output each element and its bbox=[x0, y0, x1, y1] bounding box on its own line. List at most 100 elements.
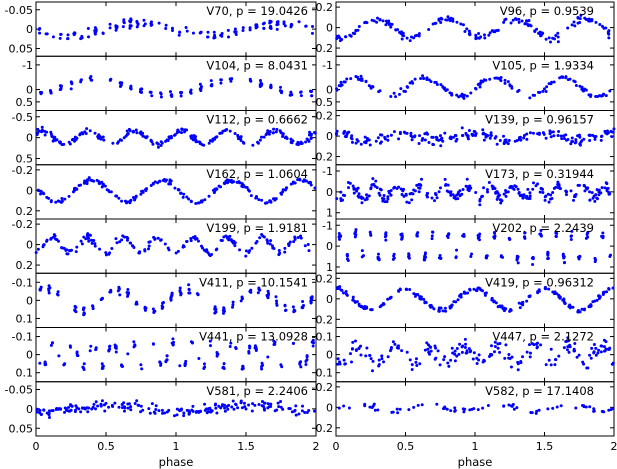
data-point bbox=[566, 137, 570, 141]
data-point bbox=[292, 240, 296, 244]
data-point bbox=[280, 365, 284, 369]
data-point bbox=[590, 191, 594, 195]
data-point bbox=[170, 28, 174, 32]
data-point bbox=[498, 342, 502, 346]
data-point bbox=[512, 407, 516, 411]
data-point bbox=[122, 20, 126, 24]
data-point bbox=[156, 145, 160, 149]
data-point bbox=[196, 410, 200, 414]
data-point bbox=[511, 18, 515, 22]
data-point bbox=[344, 289, 348, 293]
data-point bbox=[384, 23, 388, 27]
data-point bbox=[251, 402, 255, 406]
data-point bbox=[453, 349, 457, 353]
data-point bbox=[210, 84, 214, 88]
x-tick-label: 2 bbox=[313, 440, 320, 453]
data-point bbox=[344, 35, 348, 39]
data-point bbox=[128, 26, 132, 30]
data-point bbox=[516, 368, 520, 372]
data-point bbox=[508, 83, 512, 87]
x-tick-label: 1 bbox=[472, 440, 479, 453]
data-point bbox=[225, 405, 229, 408]
data-point bbox=[120, 199, 124, 203]
data-point bbox=[296, 178, 300, 182]
data-point bbox=[400, 236, 404, 240]
data-point bbox=[139, 410, 143, 414]
data-point bbox=[126, 236, 130, 240]
data-point bbox=[542, 132, 546, 136]
data-point bbox=[117, 286, 121, 290]
data-point bbox=[203, 198, 207, 202]
panel-label: V112, p = 0.6662 bbox=[206, 113, 308, 127]
data-point bbox=[339, 288, 343, 292]
data-point bbox=[601, 234, 605, 238]
data-point bbox=[347, 130, 351, 134]
data-point bbox=[594, 193, 598, 197]
data-point bbox=[455, 354, 459, 358]
data-point bbox=[172, 340, 176, 344]
data-point bbox=[499, 255, 503, 259]
data-point bbox=[549, 193, 553, 197]
data-point bbox=[170, 94, 174, 98]
y-tick-label: 1 bbox=[326, 261, 333, 274]
data-point bbox=[247, 189, 251, 193]
data-point bbox=[570, 23, 574, 27]
data-point bbox=[515, 256, 519, 260]
data-point bbox=[248, 289, 252, 293]
data-point bbox=[249, 194, 253, 198]
data-point bbox=[141, 408, 145, 412]
data-point bbox=[223, 409, 227, 413]
data-point bbox=[386, 297, 390, 301]
y-tick-label: -0.1 bbox=[312, 331, 333, 344]
data-point bbox=[461, 344, 465, 348]
data-point bbox=[477, 31, 481, 35]
data-point bbox=[258, 236, 262, 240]
data-point bbox=[279, 405, 283, 409]
data-point bbox=[369, 232, 373, 236]
data-point bbox=[152, 410, 156, 414]
data-point bbox=[150, 402, 154, 406]
data-point bbox=[213, 305, 217, 309]
x-axis-label-right: phase bbox=[458, 455, 493, 469]
panel-v173: -1 0 1 V173, p = 0.31944 bbox=[322, 164, 615, 220]
data-point bbox=[461, 23, 465, 27]
data-point bbox=[564, 133, 568, 137]
data-point bbox=[339, 197, 343, 201]
panel-label: V419, p = 0.96312 bbox=[485, 275, 594, 289]
data-point bbox=[508, 186, 512, 190]
data-point bbox=[442, 358, 446, 362]
data-point bbox=[455, 93, 459, 97]
data-point bbox=[200, 246, 204, 250]
data-point bbox=[250, 409, 254, 413]
data-point bbox=[389, 345, 393, 349]
data-point bbox=[498, 350, 502, 354]
data-point bbox=[345, 257, 349, 261]
data-point bbox=[425, 76, 429, 80]
data-point bbox=[38, 411, 42, 415]
data-point bbox=[427, 28, 431, 31]
data-point bbox=[271, 246, 275, 250]
data-point bbox=[153, 180, 157, 184]
data-point bbox=[90, 407, 94, 411]
data-point bbox=[227, 35, 231, 39]
data-point bbox=[125, 129, 129, 133]
data-point bbox=[260, 233, 264, 237]
data-point bbox=[230, 180, 234, 184]
data-point bbox=[338, 36, 342, 40]
data-point bbox=[535, 346, 539, 350]
data-point bbox=[536, 341, 540, 345]
data-point bbox=[556, 180, 560, 184]
data-point bbox=[82, 235, 86, 239]
y-tick-label: 0 bbox=[326, 22, 333, 35]
data-point bbox=[443, 131, 447, 135]
data-point bbox=[517, 191, 521, 195]
data-point bbox=[337, 406, 341, 410]
data-point bbox=[457, 352, 461, 356]
data-point bbox=[171, 343, 175, 347]
data-point bbox=[143, 249, 147, 253]
data-point bbox=[415, 363, 419, 367]
data-point bbox=[269, 239, 273, 243]
data-point bbox=[423, 348, 427, 352]
data-point bbox=[227, 237, 231, 241]
data-point bbox=[443, 306, 447, 310]
